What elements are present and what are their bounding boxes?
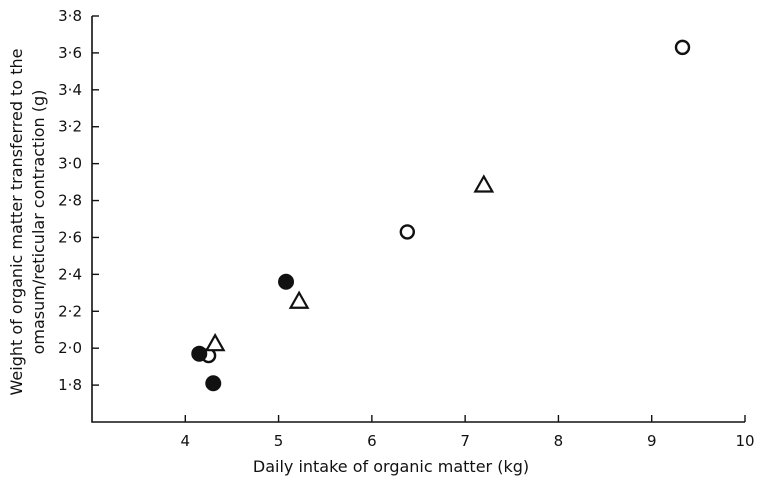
y-tick-label: 2·2 bbox=[58, 302, 82, 320]
y-axis-title: Weight of organic matter transferred to … bbox=[7, 49, 48, 396]
axes bbox=[91, 16, 745, 423]
x-tick-label: 10 bbox=[735, 432, 754, 450]
x-tick-label: 5 bbox=[274, 432, 284, 450]
y-tick-label: 2·8 bbox=[58, 192, 82, 210]
y-tick-label: 3·0 bbox=[58, 155, 82, 173]
y-tick-label: 3·8 bbox=[58, 7, 82, 25]
x-tick-label: 7 bbox=[460, 432, 470, 450]
axis-lines bbox=[91, 16, 745, 423]
y-axis-title-line-2: omasum/reticular contraction (g) bbox=[29, 90, 48, 355]
x-tick-label: 9 bbox=[647, 432, 657, 450]
open-triangle-point bbox=[288, 290, 310, 309]
filled-circle-point bbox=[191, 345, 208, 362]
y-tick-label: 3·2 bbox=[58, 118, 82, 136]
open-circle-point bbox=[399, 224, 416, 240]
open-triangle-point bbox=[473, 174, 495, 193]
y-tick-label: 2·6 bbox=[58, 228, 82, 246]
open-circle-point bbox=[674, 39, 691, 56]
y-axis-title-line-1: Weight of organic matter transferred to … bbox=[7, 49, 26, 396]
y-tick-label: 2·0 bbox=[58, 339, 82, 357]
x-axis-title: Daily intake of organic matter (kg) bbox=[253, 457, 529, 476]
open-triangle-point bbox=[204, 332, 226, 352]
x-tick-label: 8 bbox=[554, 432, 564, 450]
y-tick-label: 3·4 bbox=[58, 81, 82, 99]
data-marks bbox=[191, 39, 691, 392]
y-tick-label: 2·4 bbox=[58, 265, 82, 283]
ticks: 4 5 6 7 8 9 10 1·8 2·0 2·2 2·4 2·6 2·8 3·0 3·2 3·4 3·6 3·… bbox=[58, 7, 754, 450]
filled-circle-point bbox=[205, 375, 222, 392]
x-tick-label: 4 bbox=[181, 432, 191, 450]
y-tick-label: 1·8 bbox=[58, 376, 82, 394]
filled-circle-point bbox=[278, 273, 295, 290]
y-tick-label: 3·6 bbox=[58, 44, 82, 62]
x-tick-label: 6 bbox=[367, 432, 377, 450]
